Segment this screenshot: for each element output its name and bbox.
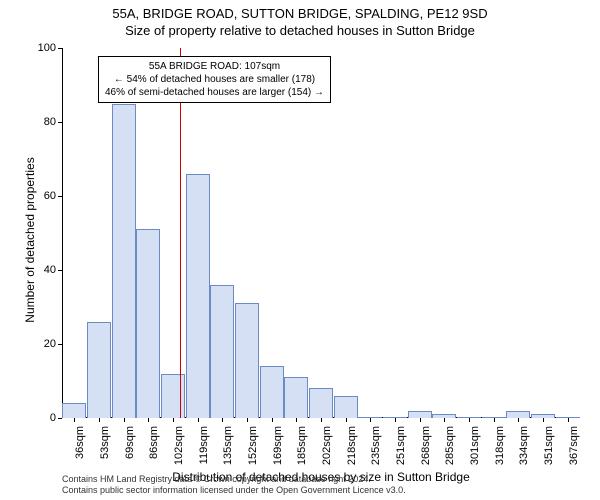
x-tick-label: 69sqm bbox=[124, 426, 136, 466]
annotation-line2: ← 54% of detached houses are smaller (17… bbox=[105, 73, 324, 86]
x-tick bbox=[74, 418, 75, 422]
title-line1: 55A, BRIDGE ROAD, SUTTON BRIDGE, SPALDIN… bbox=[0, 6, 600, 21]
histogram-bar bbox=[506, 411, 530, 418]
histogram-bar bbox=[334, 396, 358, 418]
x-tick bbox=[247, 418, 248, 422]
histogram-bar bbox=[161, 374, 185, 418]
footer-attribution: Contains HM Land Registry data © Crown c… bbox=[62, 474, 406, 496]
x-tick-label: 119sqm bbox=[198, 426, 210, 466]
histogram-bar bbox=[87, 322, 111, 418]
x-tick bbox=[222, 418, 223, 422]
x-tick-label: 251sqm bbox=[395, 426, 407, 466]
footer-line2: Contains public sector information licen… bbox=[62, 485, 406, 496]
y-tick-label: 100 bbox=[28, 42, 56, 54]
title-line2: Size of property relative to detached ho… bbox=[0, 23, 600, 38]
x-tick-label: 152sqm bbox=[247, 426, 259, 466]
title-block: 55A, BRIDGE ROAD, SUTTON BRIDGE, SPALDIN… bbox=[0, 0, 600, 38]
annotation-line3: 46% of semi-detached houses are larger (… bbox=[105, 86, 324, 99]
x-tick bbox=[395, 418, 396, 422]
y-tick bbox=[58, 196, 62, 197]
x-tick bbox=[370, 418, 371, 422]
x-tick-label: 102sqm bbox=[173, 426, 185, 466]
y-tick bbox=[58, 122, 62, 123]
x-tick bbox=[99, 418, 100, 422]
x-tick-label: 135sqm bbox=[222, 426, 234, 466]
x-tick bbox=[321, 418, 322, 422]
x-tick-label: 202sqm bbox=[321, 426, 333, 466]
x-tick-label: 185sqm bbox=[296, 426, 308, 466]
x-tick-label: 285sqm bbox=[444, 426, 456, 466]
y-tick-label: 80 bbox=[28, 116, 56, 128]
x-tick-label: 53sqm bbox=[99, 426, 111, 466]
x-tick-label: 367sqm bbox=[568, 426, 580, 466]
x-tick bbox=[173, 418, 174, 422]
histogram-bar bbox=[112, 104, 136, 419]
x-tick bbox=[420, 418, 421, 422]
x-tick-label: 36sqm bbox=[74, 426, 86, 466]
annotation-box: 55A BRIDGE ROAD: 107sqm← 54% of detached… bbox=[98, 56, 331, 103]
x-tick bbox=[543, 418, 544, 422]
y-tick bbox=[58, 270, 62, 271]
reference-line bbox=[180, 48, 181, 418]
x-tick-label: 268sqm bbox=[420, 426, 432, 466]
histogram-bar bbox=[309, 388, 333, 418]
plot-area: 02040608010036sqm53sqm69sqm86sqm102sqm11… bbox=[62, 48, 580, 418]
x-tick bbox=[469, 418, 470, 422]
x-tick bbox=[444, 418, 445, 422]
y-axis-line bbox=[62, 48, 63, 418]
x-tick bbox=[518, 418, 519, 422]
x-tick bbox=[272, 418, 273, 422]
histogram-bar bbox=[235, 303, 259, 418]
x-tick-label: 301sqm bbox=[469, 426, 481, 466]
x-tick-label: 318sqm bbox=[494, 426, 506, 466]
x-tick bbox=[568, 418, 569, 422]
x-tick bbox=[494, 418, 495, 422]
histogram-bar bbox=[186, 174, 210, 418]
x-tick bbox=[148, 418, 149, 422]
x-tick-label: 235sqm bbox=[370, 426, 382, 466]
histogram-bar bbox=[62, 403, 86, 418]
x-tick-label: 351sqm bbox=[543, 426, 555, 466]
y-tick bbox=[58, 48, 62, 49]
x-tick bbox=[124, 418, 125, 422]
histogram-bar bbox=[260, 366, 284, 418]
footer-line1: Contains HM Land Registry data © Crown c… bbox=[62, 474, 406, 485]
y-tick bbox=[58, 344, 62, 345]
x-tick-label: 169sqm bbox=[272, 426, 284, 466]
x-tick bbox=[296, 418, 297, 422]
x-tick bbox=[346, 418, 347, 422]
x-tick-label: 86sqm bbox=[148, 426, 160, 466]
annotation-line1: 55A BRIDGE ROAD: 107sqm bbox=[105, 60, 324, 73]
y-tick bbox=[58, 418, 62, 419]
x-tick-label: 334sqm bbox=[518, 426, 530, 466]
y-axis-label: Number of detached properties bbox=[23, 140, 37, 340]
chart-container: 55A, BRIDGE ROAD, SUTTON BRIDGE, SPALDIN… bbox=[0, 0, 600, 500]
x-tick bbox=[198, 418, 199, 422]
histogram-bar bbox=[210, 285, 234, 418]
y-tick-label: 0 bbox=[28, 412, 56, 424]
histogram-bar bbox=[136, 229, 160, 418]
histogram-bar bbox=[408, 411, 432, 418]
histogram-bar bbox=[284, 377, 308, 418]
x-tick-label: 218sqm bbox=[346, 426, 358, 466]
